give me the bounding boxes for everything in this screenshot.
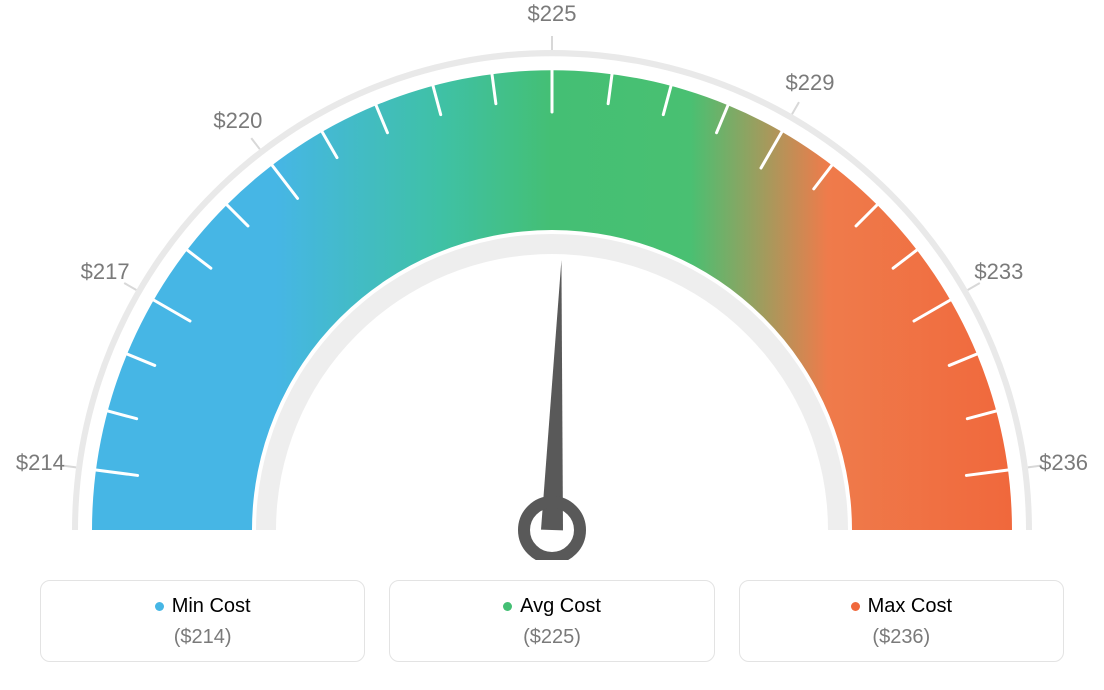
- min-cost-head: Min Cost: [155, 595, 251, 618]
- avg-cost-value: ($225): [400, 626, 703, 649]
- avg-cost-label: Avg Cost: [520, 595, 601, 618]
- min-cost-dot: [155, 602, 164, 611]
- min-cost-label: Min Cost: [172, 595, 251, 618]
- gauge-tick-label: $217: [81, 259, 130, 285]
- max-cost-label: Max Cost: [868, 595, 952, 618]
- cost-gauge-chart: $214 $217 $220 $225 $229 $233 $236 Min Cost ($…: [0, 0, 1104, 690]
- gauge-tick-label: $220: [213, 108, 262, 134]
- gauge-area: $214 $217 $220 $225 $229 $233 $236: [0, 0, 1104, 560]
- avg-cost-dot: [503, 602, 512, 611]
- max-cost-value: ($236): [750, 626, 1053, 649]
- legend-cards: Min Cost ($214) Avg Cost ($225) Max Cost…: [40, 580, 1064, 662]
- avg-cost-card: Avg Cost ($225): [389, 580, 714, 662]
- gauge-svg: [0, 0, 1104, 560]
- gauge-tick-label: $214: [16, 450, 65, 476]
- min-cost-value: ($214): [51, 626, 354, 649]
- gauge-tick-label: $225: [528, 1, 577, 27]
- gauge-tick-label: $236: [1039, 450, 1088, 476]
- avg-cost-head: Avg Cost: [503, 595, 601, 618]
- max-cost-head: Max Cost: [851, 595, 952, 618]
- gauge-tick-label: $229: [786, 70, 835, 96]
- min-cost-card: Min Cost ($214): [40, 580, 365, 662]
- max-cost-card: Max Cost ($236): [739, 580, 1064, 662]
- max-cost-dot: [851, 602, 860, 611]
- gauge-tick-label: $233: [974, 259, 1023, 285]
